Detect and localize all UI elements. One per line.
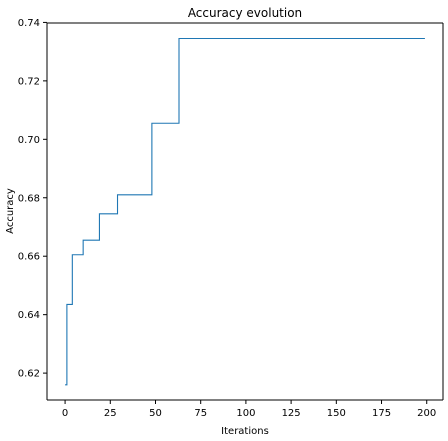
y-ticks-layer: 0.62 0.64 0.66 0.68 0.70 0.72 0.74 — [18, 18, 47, 380]
x-tick-label: 0 — [62, 408, 68, 419]
x-tick-label: 175 — [372, 408, 391, 419]
chart-title: Accuracy evolution — [188, 6, 302, 20]
plot-area — [47, 23, 443, 400]
axes-layer — [46, 22, 444, 401]
x-tick-label: 75 — [194, 408, 207, 419]
y-axis-label: Accuracy — [5, 188, 16, 234]
x-tick-label: 25 — [104, 408, 117, 419]
x-tick-label: 100 — [236, 408, 255, 419]
y-tick-label: 0.74 — [18, 18, 40, 29]
x-tick-label: 125 — [282, 408, 301, 419]
y-tick-label: 0.64 — [18, 310, 40, 321]
y-tick-label: 0.70 — [18, 135, 40, 146]
y-tick-label: 0.68 — [18, 193, 40, 204]
y-tick-label: 0.66 — [18, 252, 40, 263]
x-axis-label: Iterations — [221, 426, 269, 437]
accuracy-series-line-0 — [65, 37, 425, 386]
series-layer — [65, 37, 425, 386]
x-tick-label: 50 — [149, 408, 162, 419]
y-tick-label: 0.72 — [18, 76, 40, 87]
x-tick-label: 200 — [417, 408, 436, 419]
y-tick-label: 0.62 — [18, 369, 40, 380]
x-tick-label: 150 — [327, 408, 346, 419]
x-ticks-layer: 0 25 50 75 100 125 150 175 200 — [62, 400, 436, 419]
